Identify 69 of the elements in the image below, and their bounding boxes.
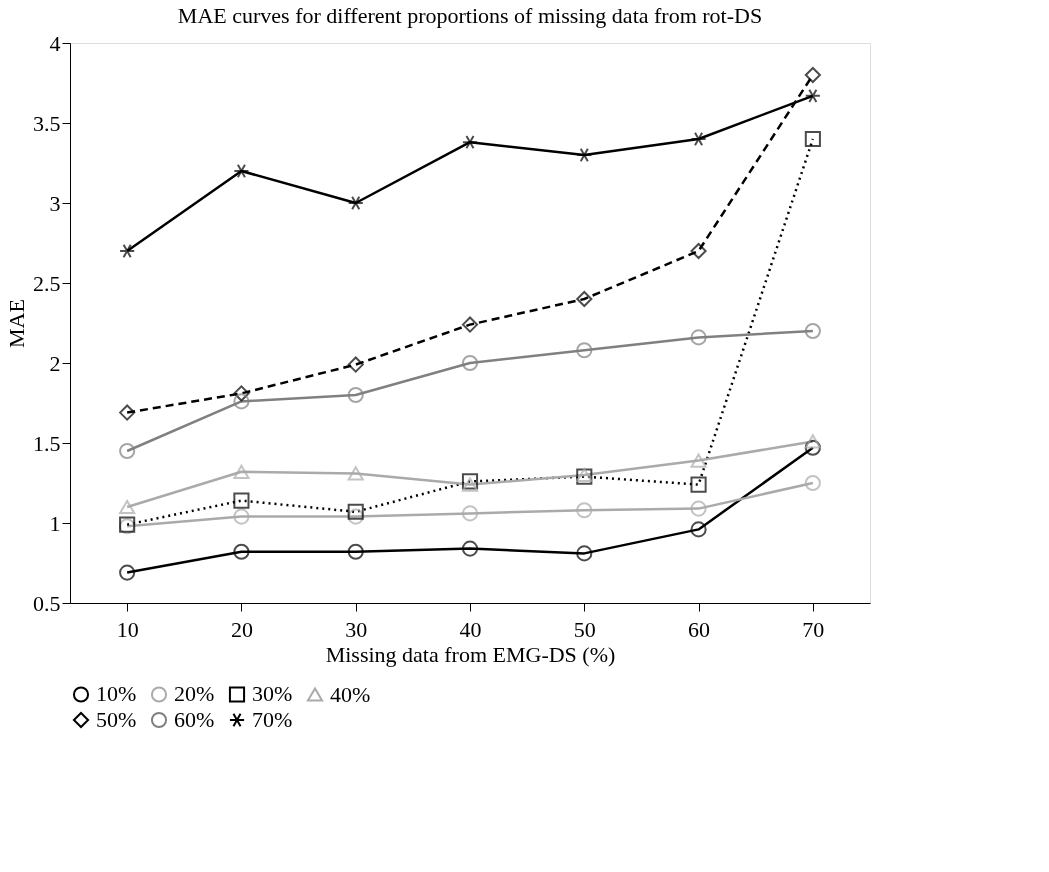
- y-tick-label: 3: [49, 190, 61, 216]
- point: [576, 290, 593, 308]
- x-tick-label: 70: [802, 616, 825, 642]
- point: [119, 243, 136, 259]
- point: [690, 242, 707, 260]
- y-tick-label: 2: [49, 350, 61, 376]
- point: [690, 476, 707, 493]
- point: [347, 508, 364, 525]
- legend-label: 40%: [330, 681, 371, 707]
- point: [233, 543, 250, 560]
- x-tick-label: 10: [116, 616, 139, 642]
- point: [690, 453, 707, 468]
- x-tick-label: 40: [459, 616, 482, 642]
- legend-label: 10%: [96, 681, 137, 707]
- point: [576, 545, 593, 562]
- y-tick-label: 2.5: [33, 270, 61, 296]
- legend-label: 50%: [96, 707, 137, 732]
- point: [690, 329, 707, 346]
- point: [804, 474, 821, 492]
- y-tick-label: 1: [49, 510, 61, 536]
- point: [233, 508, 250, 525]
- point: [233, 393, 250, 410]
- point: [347, 543, 364, 560]
- point: [119, 404, 136, 421]
- point: [347, 503, 364, 520]
- point: [347, 466, 364, 481]
- y-tick-label: 1.5: [33, 430, 61, 456]
- point: [804, 130, 821, 148]
- x-axis-title: Missing data from EMG-DS (%): [325, 641, 616, 667]
- point: [804, 439, 821, 456]
- x-tick-label: 60: [688, 616, 711, 642]
- point: [804, 88, 821, 103]
- point: [347, 386, 364, 404]
- point: [347, 195, 364, 211]
- point: [233, 464, 250, 479]
- point: [233, 385, 250, 402]
- legend-label: 30%: [252, 681, 293, 707]
- point: [576, 147, 593, 163]
- point: [576, 502, 593, 519]
- point: [690, 131, 707, 147]
- chart-title: MAE curves for different proportions of missing data from rot-DS: [177, 3, 763, 28]
- x-tick-label: 50: [573, 616, 596, 642]
- legend-label: 60%: [174, 707, 215, 732]
- point: [461, 135, 479, 150]
- legend-label: 70%: [252, 707, 293, 732]
- point: [233, 492, 250, 509]
- point: [119, 499, 136, 515]
- y-tick-label: 3.5: [33, 110, 61, 136]
- point: [461, 505, 479, 522]
- point: [461, 540, 479, 557]
- point: [690, 500, 707, 517]
- point: [690, 521, 707, 538]
- point: [461, 316, 479, 333]
- point: [461, 477, 479, 492]
- point: [804, 434, 821, 449]
- point: [347, 356, 364, 373]
- point: [119, 442, 136, 460]
- y-axis-title: MAE: [4, 299, 29, 348]
- point: [804, 66, 821, 84]
- point: [119, 564, 136, 581]
- point: [576, 342, 593, 359]
- y-tick-label: 0.5: [33, 590, 61, 616]
- point: [233, 163, 250, 179]
- x-tick-label: 20: [230, 616, 253, 642]
- legend-label: 20%: [174, 681, 215, 707]
- point: [804, 322, 821, 340]
- x-tick-label: 30: [345, 616, 368, 642]
- y-tick-label: 4: [49, 30, 61, 56]
- point: [461, 354, 479, 372]
